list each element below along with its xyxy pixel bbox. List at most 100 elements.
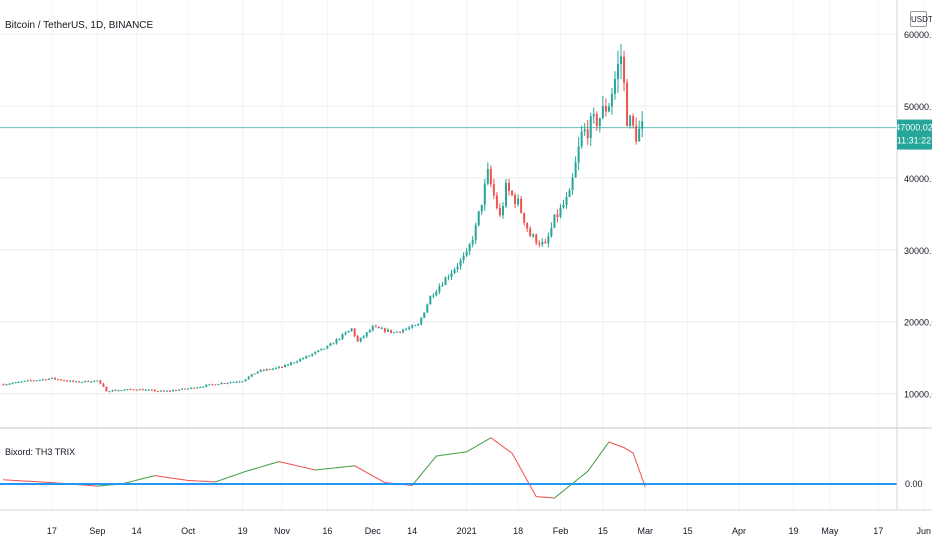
candle-body <box>296 361 298 362</box>
trix-segment <box>591 463 594 467</box>
candle-body <box>357 336 359 341</box>
x-tick-label: Oct <box>181 526 196 536</box>
candle-body <box>523 213 525 223</box>
trix-segment <box>567 486 570 488</box>
x-tick-label: 14 <box>132 526 142 536</box>
candle-body <box>387 330 389 332</box>
candle-body <box>96 381 98 382</box>
candle-body <box>426 304 428 312</box>
candle-body <box>293 362 295 363</box>
candle-body <box>638 129 640 142</box>
candle-body <box>457 266 459 269</box>
candle-body <box>381 328 383 329</box>
trix-segment <box>627 449 630 451</box>
x-tick-label: 17 <box>47 526 57 536</box>
candle-body <box>593 114 595 116</box>
candle-body <box>142 389 144 390</box>
candle-body <box>444 278 446 285</box>
candle-body <box>308 356 310 357</box>
candle-body <box>78 381 80 382</box>
trix-segment <box>433 456 436 460</box>
candle-body <box>526 223 528 229</box>
candle-body <box>602 106 604 118</box>
candle-body <box>514 195 516 204</box>
price-badge-value: 47000.02 <box>895 123 932 133</box>
candle-body <box>550 228 552 237</box>
candle-body <box>9 384 11 385</box>
candle-body <box>84 381 86 382</box>
candle-body <box>351 329 353 331</box>
indicator-zero-label: 0.00 <box>905 479 923 489</box>
candle-body <box>202 387 204 388</box>
candle-body <box>226 383 228 384</box>
candle-body <box>99 381 101 384</box>
currency-button[interactable]: USDT <box>910 11 927 27</box>
trix-segment <box>563 488 566 490</box>
candle-body <box>384 328 386 332</box>
candle-body <box>157 391 159 392</box>
candle-body <box>136 390 138 391</box>
trix-segment <box>524 475 527 480</box>
trix-segment <box>355 466 358 468</box>
trix-segment <box>597 455 600 459</box>
candle-body <box>496 195 498 208</box>
candle-body <box>230 382 232 383</box>
candle-body <box>172 390 174 391</box>
candle-body <box>272 369 274 370</box>
candle-body <box>278 367 280 368</box>
candle-body <box>441 285 443 286</box>
x-tick-label: 16 <box>322 526 332 536</box>
trix-segment <box>376 478 379 480</box>
symbol-legend[interactable]: Bitcoin / TetherUS, 1D, BINANCE <box>5 20 153 31</box>
y-tick-label: 10000.00 <box>904 390 932 400</box>
x-tick-label: Apr <box>732 526 746 536</box>
candle-body <box>90 382 92 383</box>
candle-body <box>432 296 434 297</box>
candle-body <box>620 57 622 64</box>
trix-segment <box>361 469 364 471</box>
candle-body <box>87 381 89 382</box>
trix-segment <box>367 473 370 475</box>
trix-segment <box>624 448 627 450</box>
candle-body <box>556 214 558 216</box>
candle-body <box>266 369 268 370</box>
candle-body <box>127 389 129 390</box>
candle-body <box>538 243 540 244</box>
trix-segment <box>503 447 506 449</box>
candle-body <box>163 391 165 392</box>
candle-body <box>45 379 47 380</box>
candle-body <box>632 116 634 126</box>
candle-body <box>72 381 74 382</box>
candle-body <box>617 64 619 79</box>
candle-body <box>578 147 580 163</box>
candle-body <box>575 162 577 177</box>
candle-body <box>108 391 110 392</box>
candle-body <box>114 390 116 391</box>
trix-segment <box>497 442 500 444</box>
candle-body <box>544 242 546 243</box>
candle-body <box>323 349 325 350</box>
trix-segment <box>430 460 433 464</box>
x-tick-label: Feb <box>553 526 569 536</box>
indicator-legend[interactable]: Bixord: TH3 TRIX <box>5 447 75 457</box>
candle-body <box>284 365 286 367</box>
trix-segment <box>579 476 582 478</box>
candle-body <box>39 380 41 381</box>
candle-body <box>33 381 35 382</box>
candle-body <box>423 312 425 317</box>
candle-body <box>420 318 422 325</box>
candle-body <box>505 183 507 206</box>
candle-body <box>42 379 44 380</box>
candle-body <box>21 382 23 383</box>
candle-body <box>239 382 241 383</box>
candle-body <box>466 251 468 256</box>
trix-segment <box>588 467 591 471</box>
candle-body <box>320 349 322 351</box>
candle-body <box>378 327 380 328</box>
x-tick-label: 17 <box>873 526 883 536</box>
candle-body <box>329 343 331 345</box>
candles <box>3 44 644 392</box>
candle-body <box>584 129 586 131</box>
